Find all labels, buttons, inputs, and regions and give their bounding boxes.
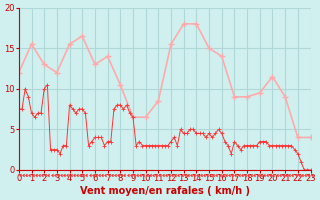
X-axis label: Vent moyen/en rafales ( km/h ): Vent moyen/en rafales ( km/h ) — [80, 186, 250, 196]
